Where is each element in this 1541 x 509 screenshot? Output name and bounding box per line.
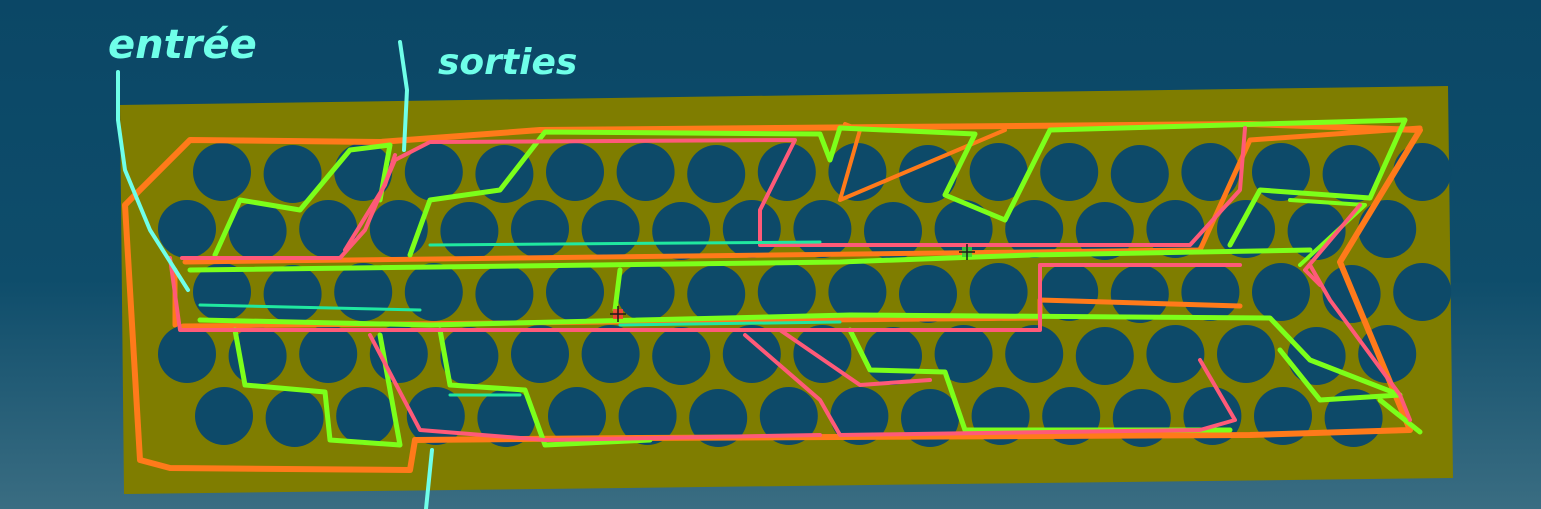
board-hole — [1181, 143, 1240, 201]
board-hole — [158, 325, 216, 383]
board-hole — [1075, 327, 1134, 385]
outline-green-h — [1377, 397, 1423, 435]
board-hole — [158, 200, 216, 258]
outline-green-e — [847, 327, 1233, 433]
board-hole — [440, 202, 499, 260]
outline-green-c — [232, 327, 403, 448]
board-hole — [969, 143, 1028, 201]
board-hole — [830, 387, 889, 445]
anchor-marker-left — [610, 306, 626, 322]
board-hole — [1393, 143, 1452, 201]
board-hole — [1110, 265, 1169, 323]
board-hole — [1254, 387, 1312, 445]
outline-mint-a — [198, 303, 422, 312]
board-hole — [299, 200, 358, 258]
board-hole — [969, 263, 1028, 321]
board-hole — [546, 263, 604, 321]
exit-pointer-line — [398, 40, 409, 152]
board-hole — [546, 143, 604, 201]
board-hole — [440, 327, 499, 385]
board-hole — [899, 145, 957, 203]
board-hole — [334, 263, 393, 321]
board-hole — [722, 200, 781, 258]
board-hole — [336, 387, 395, 445]
outline-mint-b — [428, 240, 822, 247]
board-hole — [1146, 325, 1205, 383]
board-hole — [265, 389, 324, 447]
outline-green-d — [437, 327, 653, 448]
outline-pink-d — [368, 333, 822, 442]
board-hole — [334, 143, 393, 201]
entry-pointer-line — [116, 70, 190, 292]
board-hole — [934, 325, 993, 383]
outline-pink-h — [778, 328, 932, 387]
anchor-marker-right — [959, 244, 975, 260]
board-hole — [581, 200, 640, 258]
board-hole — [404, 143, 463, 201]
outline-pink-e — [743, 333, 1237, 437]
board-hole — [475, 145, 534, 203]
board-hole — [1040, 263, 1099, 321]
outline-green-f — [612, 267, 623, 313]
label-entree: entrée — [108, 22, 257, 68]
board-hole — [689, 389, 748, 447]
outline-orange-outer — [122, 121, 1423, 473]
board-hole — [404, 263, 463, 321]
board-hole — [687, 265, 746, 323]
outline-green-a — [212, 142, 393, 258]
board-hole — [757, 143, 816, 201]
board-hole — [475, 265, 534, 323]
board-hole — [195, 387, 253, 445]
outline-orange-row1 — [182, 125, 1423, 265]
board-hole — [1040, 143, 1099, 201]
board-hole — [1181, 263, 1240, 321]
board-hole — [477, 389, 536, 447]
board-hole — [193, 143, 251, 201]
board-hole — [1393, 263, 1452, 321]
outline-green-row2 — [197, 312, 1403, 403]
outline-pink-a — [168, 256, 1242, 332]
outline-green-g — [1288, 198, 1367, 267]
board-hole — [652, 327, 711, 385]
outline-green-b — [407, 117, 1408, 258]
board-hole — [511, 325, 569, 383]
board-hole — [793, 200, 852, 258]
board-hole — [511, 200, 569, 258]
board-hole — [548, 387, 606, 445]
board-hole — [1358, 200, 1417, 258]
board-hole — [616, 143, 675, 201]
board-hole — [759, 387, 818, 445]
board-hole — [616, 263, 675, 321]
board-hole — [228, 202, 287, 260]
board-hole — [1217, 325, 1275, 383]
board-hole — [1322, 145, 1381, 203]
board-hole — [263, 265, 322, 323]
board-hole — [828, 263, 887, 321]
outline-pink-c — [343, 153, 397, 252]
board-hole — [757, 263, 816, 321]
board-hole — [1252, 263, 1310, 321]
outline-green-row1 — [187, 247, 1313, 273]
board-hole — [1287, 327, 1346, 385]
board-hole — [899, 265, 957, 323]
exit-pointer-bottom — [424, 448, 434, 509]
board-hole — [1005, 325, 1064, 383]
board-hole — [1287, 202, 1346, 260]
board-hole — [687, 145, 746, 203]
board-hole — [864, 327, 922, 385]
board-hole — [1110, 145, 1169, 203]
board-hole — [1252, 143, 1310, 201]
outline-mint-c — [618, 320, 842, 327]
board-hole — [652, 202, 711, 260]
board-hole — [581, 325, 640, 383]
outline-pink-b — [180, 126, 1247, 260]
board-hole — [299, 325, 358, 383]
outline-pink-g — [1303, 203, 1362, 287]
label-sorties: sorties — [438, 42, 577, 83]
board-hole — [263, 145, 322, 203]
board-hole — [618, 387, 677, 445]
board-hole — [722, 325, 781, 383]
